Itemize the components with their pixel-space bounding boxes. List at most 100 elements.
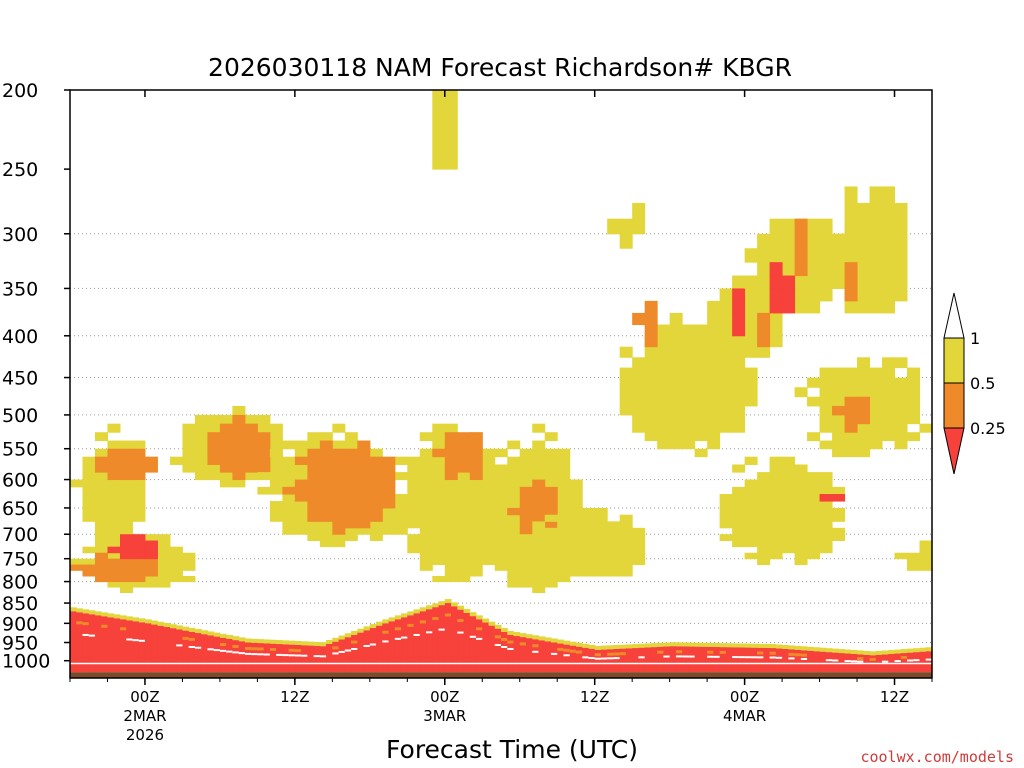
x-tick-label: 12Z [280, 688, 309, 706]
boundary-gap [394, 637, 402, 640]
heatmap-cell [632, 387, 646, 398]
boundary-fringe [338, 635, 346, 640]
heatmap-cell [882, 262, 896, 277]
heatmap-cell [382, 521, 396, 529]
heatmap-cell [332, 472, 346, 481]
boundary-fringe [288, 640, 296, 645]
heatmap-cell [469, 570, 483, 577]
heatmap-cell [557, 527, 571, 535]
heatmap-cell [319, 479, 333, 488]
boundary-fringe [519, 633, 527, 638]
heatmap-cell [719, 534, 733, 542]
boundary-layer-cell [907, 652, 914, 673]
plot-background [70, 90, 932, 678]
heatmap-cell [144, 540, 158, 548]
heatmap-cell [469, 534, 483, 542]
heatmap-cell [894, 357, 908, 369]
heatmap-cell [232, 479, 246, 488]
heatmap-cell [419, 546, 433, 554]
y-tick-label: 800 [2, 572, 38, 594]
boundary-layer-cell [76, 612, 83, 673]
boundary-orange [82, 622, 90, 626]
boundary-gap [263, 653, 271, 656]
heatmap-cell [432, 448, 446, 458]
heatmap-cell [169, 570, 183, 577]
heatmap-cell [882, 405, 896, 416]
heatmap-cell [444, 540, 458, 548]
heatmap-cell [107, 440, 121, 450]
boundary-gap [582, 656, 589, 659]
heatmap-cell [857, 405, 871, 416]
heatmap-cell [819, 546, 833, 554]
boundary-fringe [663, 642, 671, 647]
heatmap-cell [782, 233, 796, 249]
heatmap-cell [369, 501, 383, 509]
heatmap-cell [532, 581, 546, 588]
y-tick-label: 950 [2, 633, 38, 655]
heatmap-cell [532, 486, 546, 495]
boundary-layer-cell [832, 652, 839, 673]
heatmap-cell [144, 564, 158, 571]
heatmap-cell [494, 464, 508, 473]
heatmap-cell [857, 432, 871, 442]
heatmap-cell [819, 479, 833, 488]
boundary-gap [219, 649, 227, 652]
boundary-gap [282, 654, 290, 657]
heatmap-cell [644, 324, 658, 337]
heatmap-cell [282, 440, 296, 450]
y-axis: 2002503003504004505005506006507007508008… [2, 80, 70, 673]
heatmap-cell [819, 387, 833, 398]
heatmap-cell [132, 472, 146, 481]
heatmap-cell [707, 300, 721, 314]
boundary-orange [432, 616, 440, 620]
heatmap-cell [394, 456, 408, 465]
heatmap-cell [719, 324, 733, 337]
heatmap-cell [94, 464, 108, 473]
credit-link[interactable]: coolwx.com/models [860, 748, 1014, 766]
heatmap-cell [757, 346, 771, 358]
heatmap-cell [482, 540, 496, 548]
heatmap-cell [732, 534, 746, 542]
boundary-layer-cell [513, 636, 521, 673]
heatmap-cell [732, 275, 746, 289]
heatmap-cell [419, 521, 433, 529]
heatmap-cell [794, 527, 808, 535]
heatmap-cell [632, 377, 646, 388]
heatmap-cell [82, 564, 96, 571]
heatmap-cell [494, 552, 508, 560]
heatmap-cell [282, 494, 296, 502]
boundary-fringe [844, 649, 852, 654]
heatmap-cell [532, 479, 546, 488]
heatmap-cell [432, 150, 446, 170]
boundary-fringe [582, 643, 589, 648]
heatmap-cell [794, 218, 808, 235]
heatmap-cell [832, 507, 846, 516]
heatmap-cell [732, 486, 746, 495]
heatmap-cell [632, 558, 646, 566]
heatmap-cell [757, 275, 771, 289]
heatmap-cell [219, 464, 233, 473]
heatmap-cell [444, 575, 458, 583]
boundary-fringe [794, 645, 802, 650]
heatmap-cell [769, 218, 783, 235]
heatmap-cell [807, 396, 821, 407]
heatmap-cell [657, 440, 671, 450]
heatmap-cell [557, 479, 571, 488]
heatmap-cell [132, 448, 146, 458]
boundary-gap [194, 646, 202, 649]
heatmap-cell [794, 262, 808, 277]
heatmap-cell [569, 552, 583, 560]
heatmap-cell [132, 564, 146, 571]
boundary-fringe [332, 637, 340, 642]
boundary-orange [257, 647, 265, 651]
heatmap-cell [457, 521, 471, 529]
boundary-layer-cell [588, 648, 596, 673]
heatmap-cell [882, 377, 896, 388]
heatmap-cell [819, 521, 833, 529]
heatmap-cell [544, 514, 558, 522]
heatmap-cell [219, 423, 233, 433]
boundary-fringe [70, 607, 77, 612]
boundary-layer-cell [307, 645, 315, 673]
heatmap-cell [769, 521, 783, 529]
